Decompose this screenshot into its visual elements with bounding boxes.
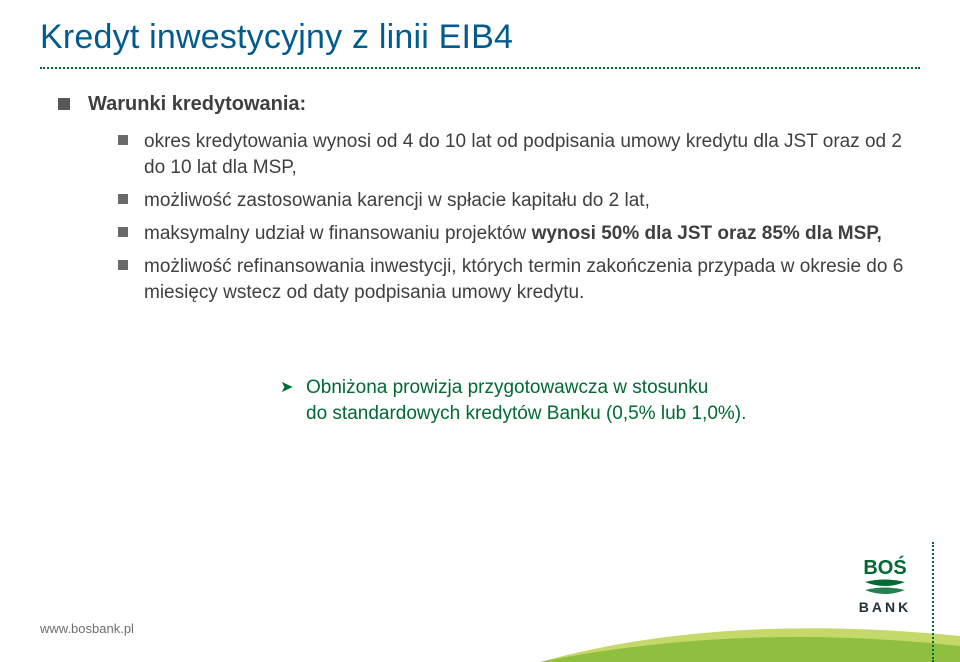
svg-text:BANK: BANK — [859, 599, 911, 615]
section-heading: Warunki kredytowania: okres kredytowania… — [58, 91, 920, 305]
bullet-bold: wynosi 50% dla JST oraz 85% dla MSP, — [532, 223, 882, 244]
bullet-prefix: maksymalny udział w finansowaniu projekt… — [144, 223, 532, 244]
bank-logo: BOŚ BANK — [850, 552, 920, 622]
slide-title: Kredyt inwestycyjny z linii EIB4 — [40, 18, 920, 57]
highlight-text-1: Obniżona prowizja przygotowawcza w stosu… — [306, 377, 708, 398]
bullet-item: możliwość refinansowania inwestycji, któ… — [118, 254, 920, 305]
highlight-line: Obniżona prowizja przygotowawcza w stosu… — [280, 375, 800, 426]
highlight-block: Obniżona prowizja przygotowawcza w stosu… — [280, 375, 800, 426]
divider — [40, 67, 920, 69]
highlight-text-2: do standardowych kredytów Banku (0,5% lu… — [306, 403, 746, 424]
footer-url: www.bosbank.pl — [40, 621, 134, 636]
vertical-dotted-line — [932, 542, 934, 662]
bullet-item: możliwość zastosowania karencji w spłaci… — [118, 188, 920, 213]
bullet-item: maksymalny udział w finansowaniu projekt… — [118, 221, 920, 246]
section-label: Warunki kredytowania: — [88, 93, 306, 115]
svg-text:BOŚ: BOŚ — [863, 555, 906, 579]
bullet-item: okres kredytowania wynosi od 4 do 10 lat… — [118, 129, 920, 180]
